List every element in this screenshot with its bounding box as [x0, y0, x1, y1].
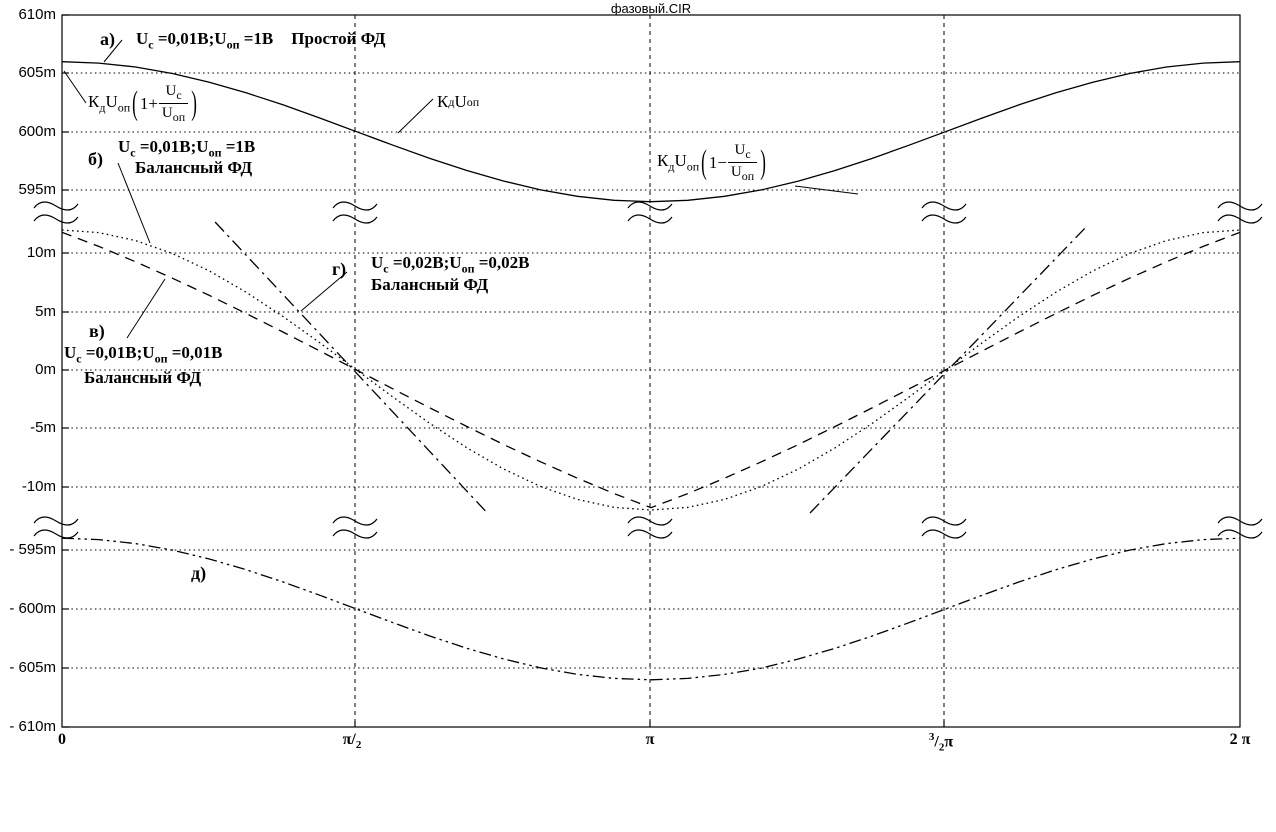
- fraction-numerator: Uс: [734, 142, 751, 161]
- y-axis-tick-label: - 600m: [9, 600, 56, 617]
- curve-a-label-tag: а): [100, 29, 115, 49]
- y-axis-tick-label: -5m: [30, 419, 56, 436]
- y-axis-tick-label: - 595m: [9, 541, 56, 558]
- paren-open: (: [132, 83, 138, 122]
- paren-close: ): [760, 142, 766, 181]
- formula-kd-uop-part: КдUоп: [657, 150, 700, 174]
- curve-d-label-tag: д): [191, 563, 207, 583]
- plot-title: фазовый.CIR: [610, 1, 692, 16]
- curve-g-type: Балансный ФД: [371, 275, 489, 294]
- formula-fraction: Uс Uоп: [727, 142, 758, 182]
- formula-one-minus: 1−: [708, 152, 727, 172]
- y-axis-tick-label: - 605m: [9, 659, 56, 676]
- x-axis-tick-label: π: [645, 731, 655, 748]
- x-axis-tick-label: 2 π: [1229, 731, 1251, 748]
- x-axis-tick-label: π/2: [342, 731, 362, 752]
- fraction-numerator: Uс: [165, 83, 182, 102]
- y-axis-tick-label: 605m: [18, 64, 56, 81]
- y-axis-tick-label: - 610m: [9, 718, 56, 735]
- curve-a-annotation: Uс =0,01В;Uоп =1В Простой ФД: [136, 29, 385, 52]
- y-axis-tick-label: 10m: [26, 244, 56, 261]
- curve-g-label-tag: г): [332, 259, 347, 279]
- paren-open: (: [701, 142, 707, 181]
- curve-a-condition: Uс =0,01В;Uоп =1В: [136, 29, 274, 52]
- formula-fraction: Uс Uоп: [158, 83, 189, 123]
- formula-kd-uop-part: КдUоп: [88, 91, 131, 115]
- x-axis-tick-label: 0: [58, 731, 66, 748]
- fraction-denominator: Uоп: [727, 162, 758, 182]
- formula-one-plus: 1+: [139, 93, 158, 113]
- y-axis-tick-label: 600m: [18, 123, 56, 140]
- fraction-denominator: Uоп: [158, 103, 189, 123]
- y-axis-tick-label: -10m: [21, 478, 56, 495]
- paren-close: ): [191, 83, 197, 122]
- x-axis-tick-label: 3/2π: [928, 731, 954, 754]
- curve-b-type: Балансный ФД: [135, 158, 253, 177]
- curve-v-label-tag: в): [89, 321, 105, 341]
- curve-b-condition: Uс =0,01В;Uоп =1В: [118, 137, 256, 160]
- formula-kd-uop-plus: КдUоп(1+ Uс Uоп): [88, 83, 199, 124]
- y-axis-tick-label: 595m: [18, 181, 56, 198]
- curve-v-type: Балансный ФД: [84, 368, 202, 387]
- curve-g-condition: Uс =0,02В;Uоп =0,02В: [371, 253, 530, 276]
- y-axis-tick-label: 5m: [35, 303, 56, 320]
- formula-kd-uop-minus: КдUоп(1− Uс Uоп): [657, 142, 768, 183]
- curve-a-type: Простой ФД: [291, 29, 386, 48]
- curve-b-label-tag: б): [88, 149, 103, 169]
- y-axis-tick-label: 610m: [18, 6, 56, 23]
- y-axis-tick-label: 0m: [35, 361, 56, 378]
- curve-v-condition: Uс =0,01В;Uоп =0,01В: [64, 343, 223, 366]
